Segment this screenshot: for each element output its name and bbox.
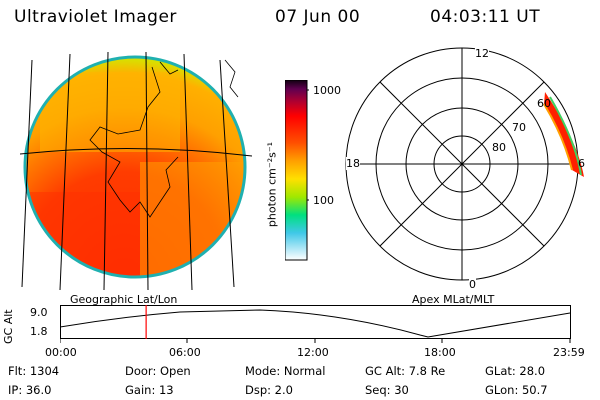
mlt-label-6: 6 [578, 157, 585, 170]
apex-caption: Apex MLat/MLT [412, 293, 495, 306]
mlat-label-70: 70 [512, 121, 526, 134]
gc-altitude: GC Alt: 7.8 Re [365, 364, 446, 378]
mlat-label-80: 80 [492, 141, 506, 154]
altitude-plot [60, 305, 571, 343]
flight-number: Flt: 1304 [8, 364, 60, 378]
altitude-curve [60, 309, 571, 338]
dsp-value: Dsp: 2.0 [245, 383, 293, 397]
color-scale-bar [285, 80, 309, 261]
door-status: Door: Open [125, 364, 191, 378]
mlat-label-60: 60 [537, 97, 551, 110]
polar-plot [345, 47, 584, 281]
xtick-0000: 00:00 [45, 346, 77, 359]
gain-value: Gain: 13 [125, 383, 174, 397]
date-label: 07 Jun 00 [275, 7, 361, 27]
geo-latitude: GLat: 28.0 [485, 364, 546, 378]
mlt-label-12: 12 [475, 47, 489, 60]
instrument-title: Ultraviolet Imager [14, 7, 177, 27]
xtick-2359: 23:59 [553, 346, 585, 359]
geographic-caption: Geographic Lat/Lon [70, 293, 178, 306]
colorbar-tick-100: 100 [313, 194, 334, 207]
xtick-1800: 18:00 [424, 346, 456, 359]
xtick-0600: 06:00 [169, 346, 201, 359]
geo-longitude: GLon: 50.7 [485, 383, 548, 397]
lat-lon-grid [20, 52, 252, 291]
ip-value: IP: 36.0 [8, 383, 52, 397]
altitude-ytick-max: 9.0 [30, 306, 48, 319]
altitude-ytick-min: 1.8 [30, 325, 48, 338]
xtick-1200: 12:00 [297, 346, 329, 359]
sequence-number: Seq: 30 [365, 383, 409, 397]
mlt-label-18: 18 [346, 157, 360, 170]
time-label: 04:03:11 UT [430, 7, 541, 27]
coastlines [89, 59, 239, 218]
geographic-image [20, 52, 252, 291]
altitude-ylabel: GC Alt [2, 309, 15, 344]
auroral-emission [544, 92, 584, 177]
mlt-label-0: 0 [469, 278, 476, 291]
colorbar-tick-1000: 1000 [313, 84, 341, 97]
colorbar-unit-label: photon cm⁻²s⁻¹ [265, 141, 279, 228]
mode-value: Mode: Normal [245, 364, 326, 378]
